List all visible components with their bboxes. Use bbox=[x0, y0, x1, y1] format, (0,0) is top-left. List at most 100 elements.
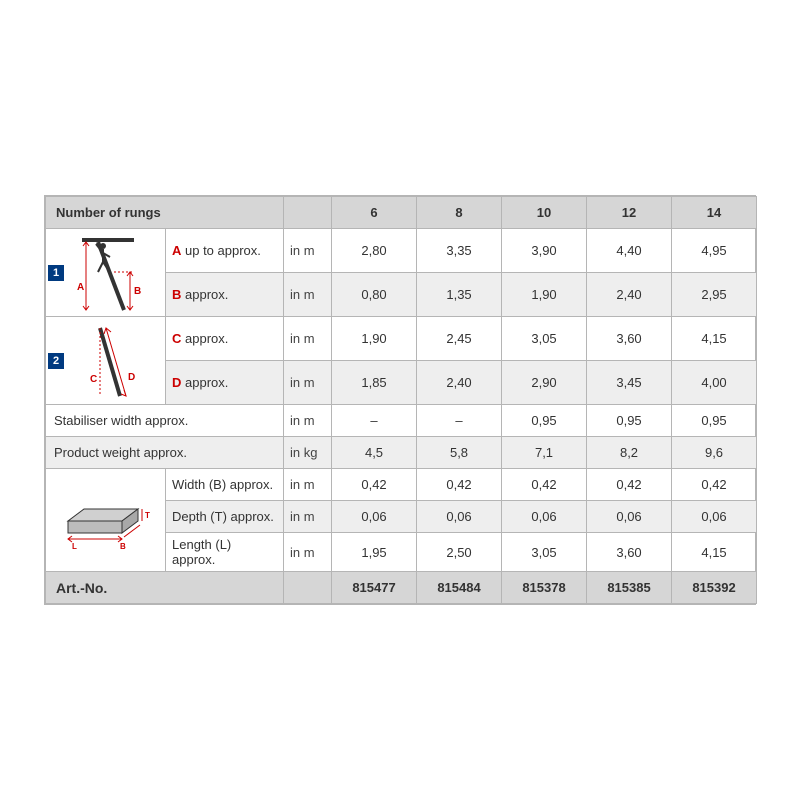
unit-stabiliser: in m bbox=[284, 405, 332, 437]
row-stabiliser: Stabiliser width approx. in m – – 0,95 0… bbox=[46, 405, 757, 437]
diagram-2-cell: 2 C D bbox=[46, 317, 166, 405]
wb-0: 0,42 bbox=[332, 469, 417, 501]
w-1: 5,8 bbox=[417, 437, 502, 469]
svg-text:T: T bbox=[145, 511, 150, 520]
A-3: 4,40 bbox=[587, 229, 672, 273]
w-4: 9,6 bbox=[672, 437, 757, 469]
col-14: 14 bbox=[672, 197, 757, 229]
badge-2: 2 bbox=[48, 353, 64, 369]
row-A: 1 A bbox=[46, 229, 757, 273]
D-4: 4,00 bbox=[672, 361, 757, 405]
unit-D: in m bbox=[284, 361, 332, 405]
A-4: 4,95 bbox=[672, 229, 757, 273]
ll-1: 2,50 bbox=[417, 533, 502, 572]
header-blank bbox=[284, 197, 332, 229]
svg-text:D: D bbox=[128, 372, 135, 383]
artno-blank bbox=[284, 572, 332, 604]
svg-text:C: C bbox=[90, 374, 97, 385]
A-1: 3,35 bbox=[417, 229, 502, 273]
dt-4: 0,06 bbox=[672, 501, 757, 533]
label-C: C approx. bbox=[166, 317, 284, 361]
B-2: 1,90 bbox=[502, 273, 587, 317]
col-6: 6 bbox=[332, 197, 417, 229]
C-2: 3,05 bbox=[502, 317, 587, 361]
row-C: 2 C D C approx. in m 1,90 2,45 3,05 3,60… bbox=[46, 317, 757, 361]
wb-4: 0,42 bbox=[672, 469, 757, 501]
ladder-lean-icon: C D bbox=[72, 320, 150, 402]
dt-0: 0,06 bbox=[332, 501, 417, 533]
dt-3: 0,06 bbox=[587, 501, 672, 533]
svg-text:A: A bbox=[77, 282, 84, 293]
ll-0: 1,95 bbox=[332, 533, 417, 572]
col-8: 8 bbox=[417, 197, 502, 229]
art-2: 815378 bbox=[502, 572, 587, 604]
art-0: 815477 bbox=[332, 572, 417, 604]
unit-C: in m bbox=[284, 317, 332, 361]
label-artno: Art.-No. bbox=[46, 572, 284, 604]
unit-depthT: in m bbox=[284, 501, 332, 533]
label-D: D approx. bbox=[166, 361, 284, 405]
col-10: 10 bbox=[502, 197, 587, 229]
box-diagram-cell: L B T bbox=[46, 469, 166, 572]
dt-2: 0,06 bbox=[502, 501, 587, 533]
A-2: 3,90 bbox=[502, 229, 587, 273]
wb-3: 0,42 bbox=[587, 469, 672, 501]
spec-table-container: Number of rungs 6 8 10 12 14 1 bbox=[44, 195, 756, 605]
art-3: 815385 bbox=[587, 572, 672, 604]
D-1: 2,40 bbox=[417, 361, 502, 405]
label-stabiliser: Stabiliser width approx. bbox=[46, 405, 284, 437]
ladder-upright-icon: A B bbox=[72, 232, 150, 314]
row-artno: Art.-No. 815477 815484 815378 815385 815… bbox=[46, 572, 757, 604]
row-weight: Product weight approx. in kg 4,5 5,8 7,1… bbox=[46, 437, 757, 469]
stab-0: – bbox=[332, 405, 417, 437]
svg-text:L: L bbox=[72, 542, 77, 551]
stab-1: – bbox=[417, 405, 502, 437]
D-0: 1,85 bbox=[332, 361, 417, 405]
D-3: 3,45 bbox=[587, 361, 672, 405]
wb-2: 0,42 bbox=[502, 469, 587, 501]
unit-lengthL: in m bbox=[284, 533, 332, 572]
unit-A: in m bbox=[284, 229, 332, 273]
label-A: A up to approx. bbox=[166, 229, 284, 273]
row-widthB: L B T Width (B) approx. in m 0,42 0,42 0… bbox=[46, 469, 757, 501]
label-weight: Product weight approx. bbox=[46, 437, 284, 469]
art-4: 815392 bbox=[672, 572, 757, 604]
unit-B: in m bbox=[284, 273, 332, 317]
wb-1: 0,42 bbox=[417, 469, 502, 501]
svg-text:B: B bbox=[120, 542, 126, 551]
stab-3: 0,95 bbox=[587, 405, 672, 437]
ll-3: 3,60 bbox=[587, 533, 672, 572]
ll-4: 4,15 bbox=[672, 533, 757, 572]
art-1: 815484 bbox=[417, 572, 502, 604]
D-2: 2,90 bbox=[502, 361, 587, 405]
label-lengthL: Length (L) approx. bbox=[166, 533, 284, 572]
C-3: 3,60 bbox=[587, 317, 672, 361]
B-4: 2,95 bbox=[672, 273, 757, 317]
ll-2: 3,05 bbox=[502, 533, 587, 572]
C-1: 2,45 bbox=[417, 317, 502, 361]
box-3d-icon: L B T bbox=[48, 487, 158, 553]
w-2: 7,1 bbox=[502, 437, 587, 469]
unit-widthB: in m bbox=[284, 469, 332, 501]
header-title: Number of rungs bbox=[46, 197, 284, 229]
unit-weight: in kg bbox=[284, 437, 332, 469]
C-4: 4,15 bbox=[672, 317, 757, 361]
C-0: 1,90 bbox=[332, 317, 417, 361]
badge-1: 1 bbox=[48, 265, 64, 281]
spec-table: Number of rungs 6 8 10 12 14 1 bbox=[45, 196, 757, 604]
label-depthT: Depth (T) approx. bbox=[166, 501, 284, 533]
B-0: 0,80 bbox=[332, 273, 417, 317]
B-3: 2,40 bbox=[587, 273, 672, 317]
diagram-1-cell: 1 A bbox=[46, 229, 166, 317]
col-12: 12 bbox=[587, 197, 672, 229]
label-B: B approx. bbox=[166, 273, 284, 317]
B-1: 1,35 bbox=[417, 273, 502, 317]
dt-1: 0,06 bbox=[417, 501, 502, 533]
w-0: 4,5 bbox=[332, 437, 417, 469]
w-3: 8,2 bbox=[587, 437, 672, 469]
A-0: 2,80 bbox=[332, 229, 417, 273]
header-row: Number of rungs 6 8 10 12 14 bbox=[46, 197, 757, 229]
stab-4: 0,95 bbox=[672, 405, 757, 437]
label-widthB: Width (B) approx. bbox=[166, 469, 284, 501]
svg-text:B: B bbox=[134, 286, 141, 297]
